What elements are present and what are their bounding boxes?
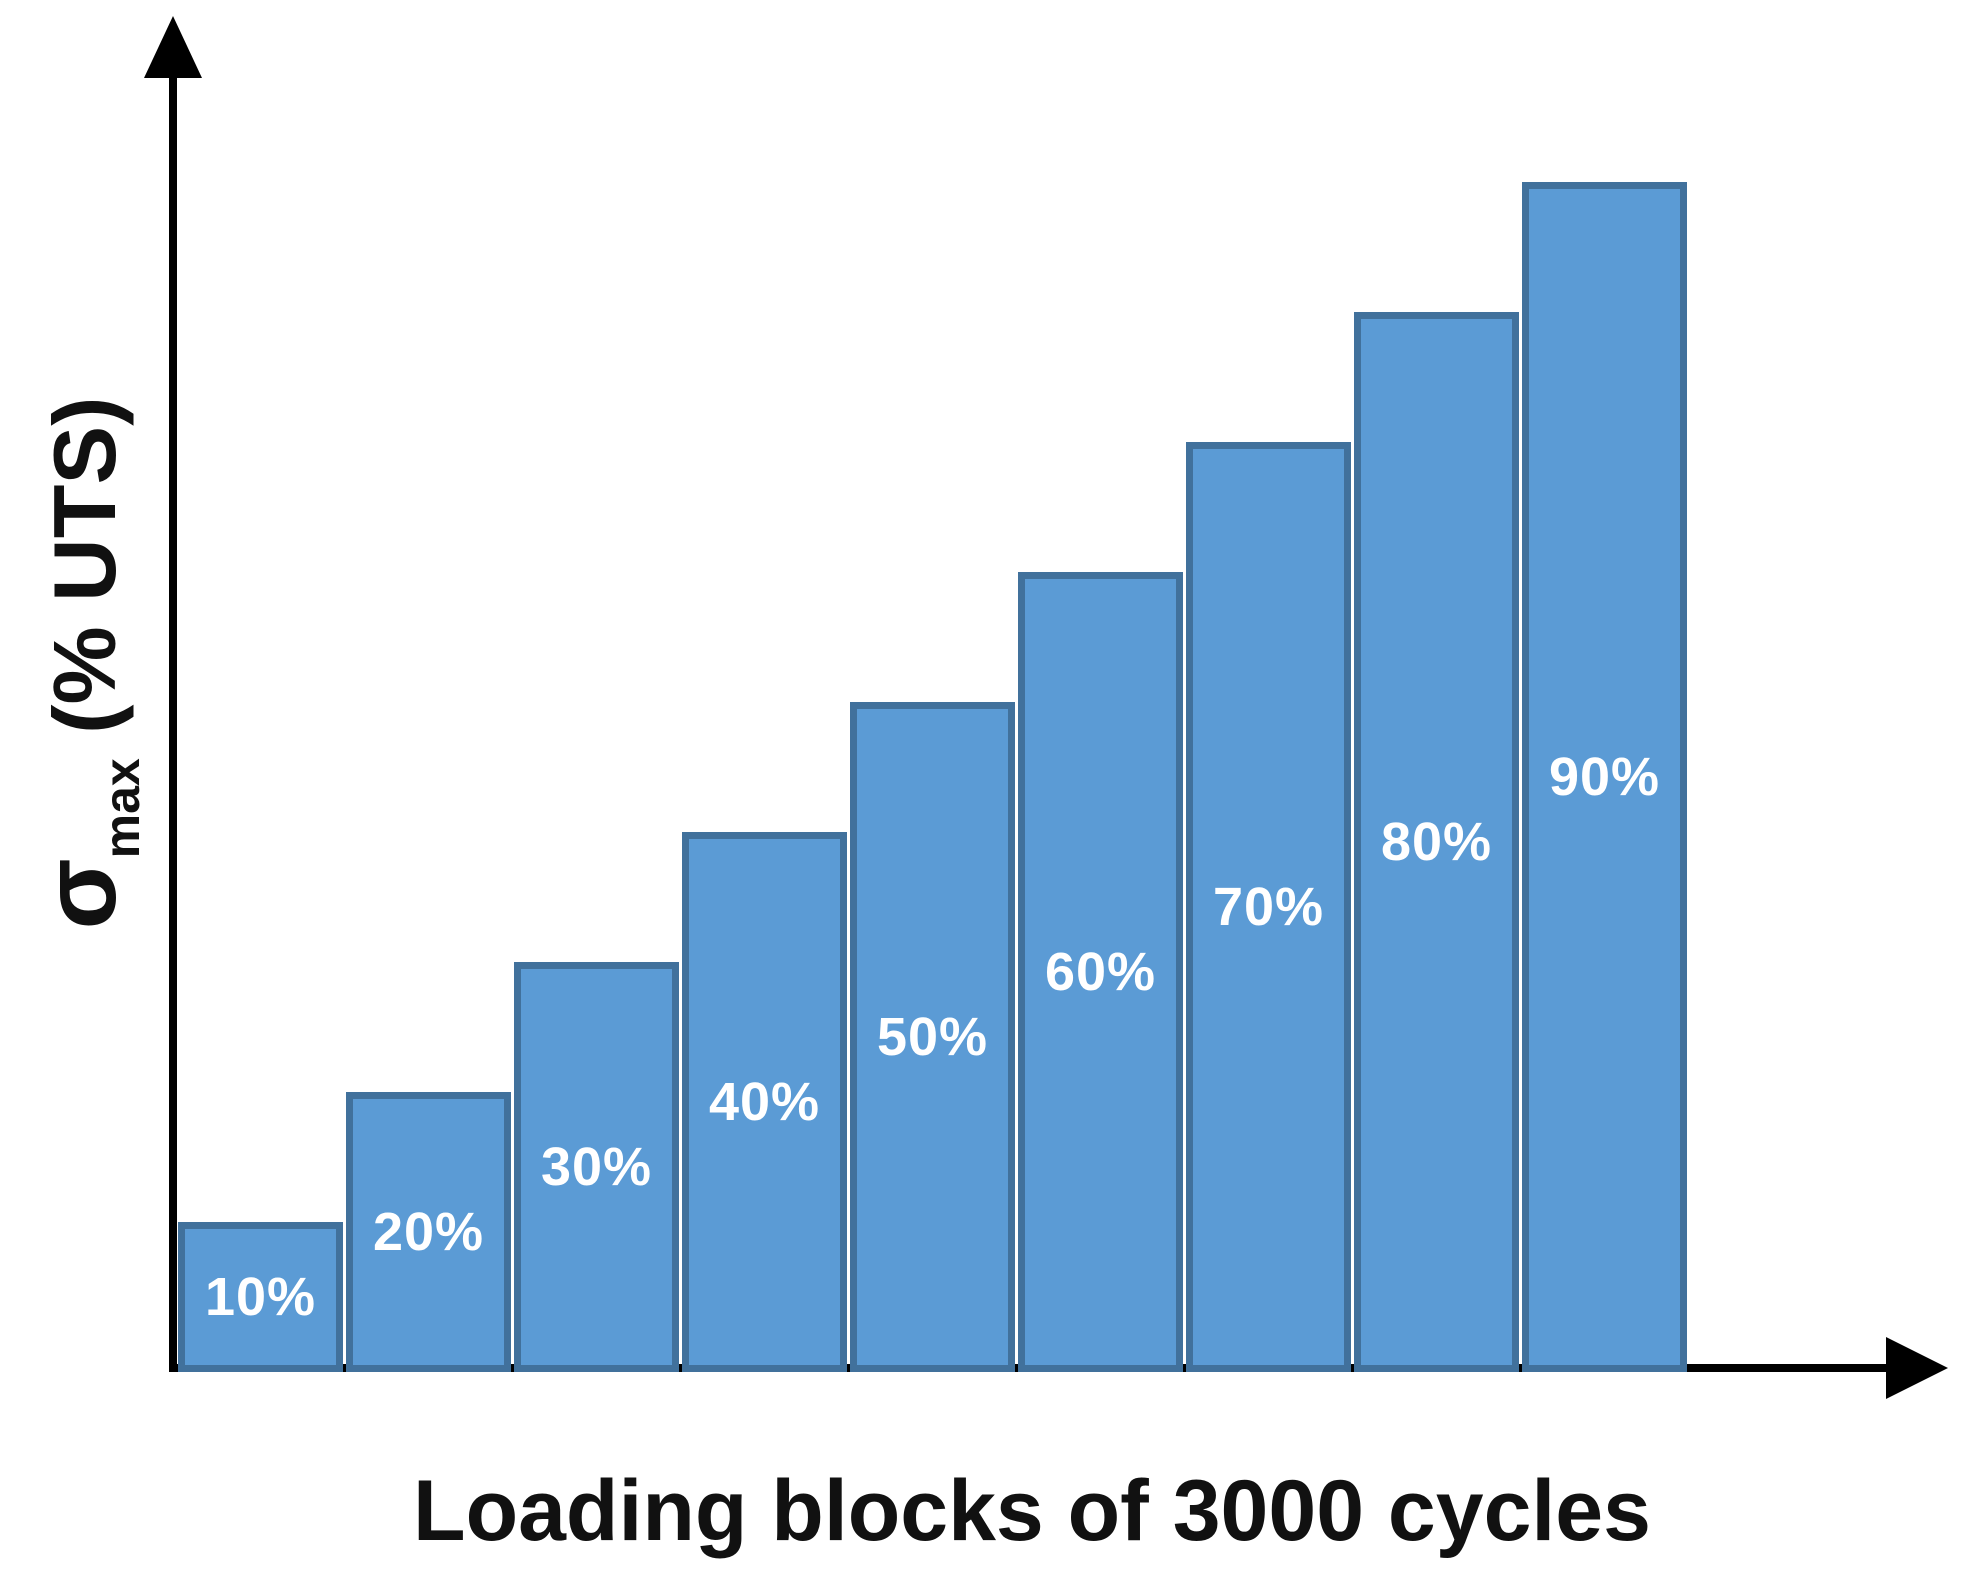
- y-axis-title: σmax (% UTS): [15, 353, 150, 973]
- bar-block-6: 60%: [1018, 572, 1183, 1372]
- x-axis-title: Loading blocks of 3000 cycles: [413, 1463, 1651, 1559]
- y-axis-unit: (% UTS): [35, 396, 134, 759]
- sigma-subscript: max: [94, 758, 150, 859]
- bar-block-5: 50%: [850, 702, 1015, 1372]
- x-axis-arrowhead-icon: [1886, 1337, 1948, 1399]
- bar-value-label: 20%: [372, 1202, 485, 1262]
- bar-block-1: 10%: [178, 1222, 343, 1372]
- bar-block-8: 80%: [1354, 312, 1519, 1372]
- bar-block-4: 40%: [682, 832, 847, 1372]
- bar-value-label: 60%: [1044, 942, 1157, 1002]
- bar-block-7: 70%: [1186, 442, 1351, 1372]
- bar-value-label: 50%: [876, 1007, 989, 1067]
- bar-value-label: 40%: [708, 1072, 821, 1132]
- bar-block-9: 90%: [1522, 182, 1687, 1372]
- bar-value-label: 30%: [540, 1137, 653, 1197]
- bar-block-2: 20%: [346, 1092, 511, 1372]
- sigma-symbol: σ: [22, 858, 138, 930]
- bar-value-label: 10%: [204, 1267, 317, 1327]
- bar-value-label: 80%: [1380, 812, 1493, 872]
- bar-block-3: 30%: [514, 962, 679, 1372]
- bar-value-label: 70%: [1212, 877, 1325, 937]
- y-axis-arrowhead-icon: [144, 16, 202, 78]
- y-axis-line: [169, 55, 177, 1372]
- bar-value-label: 90%: [1548, 747, 1661, 807]
